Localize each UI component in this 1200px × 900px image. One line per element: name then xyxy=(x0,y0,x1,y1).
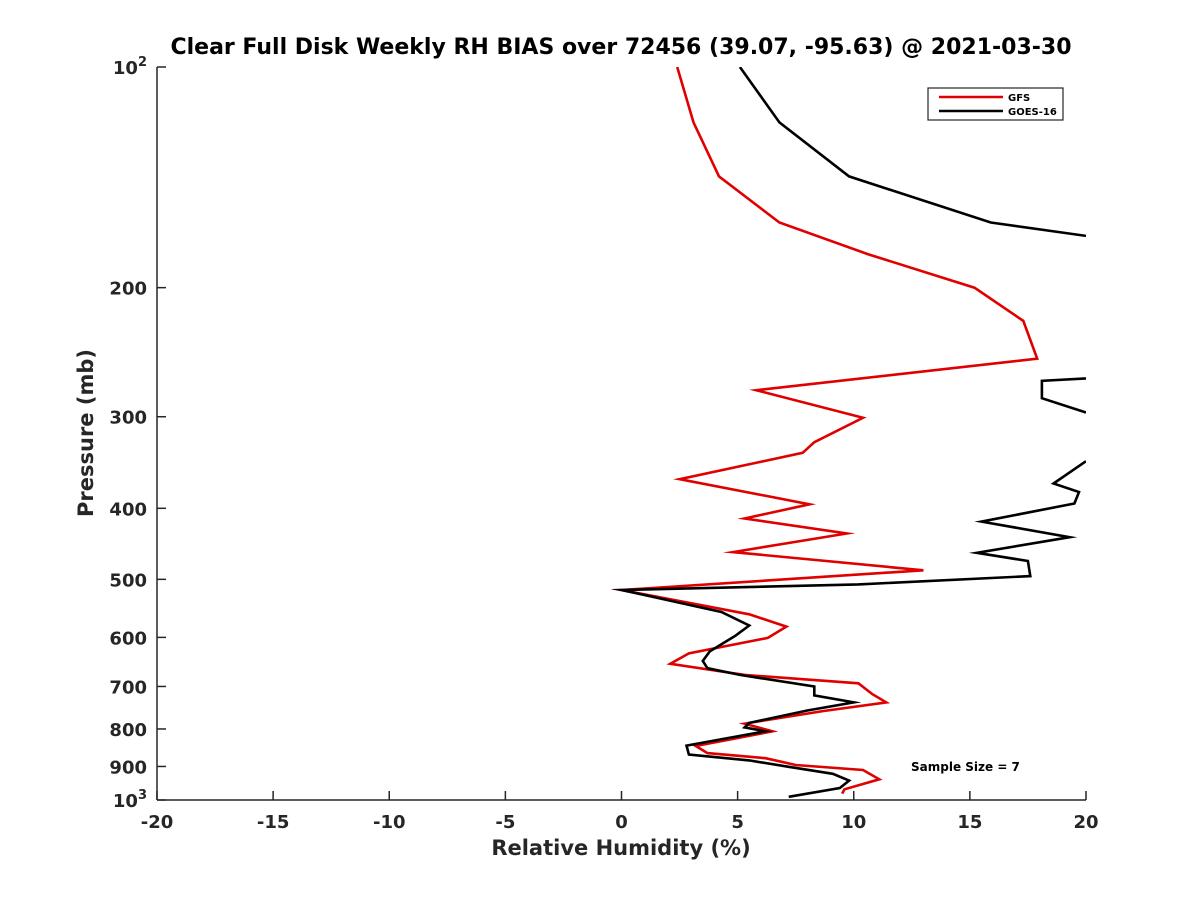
x-tick-label: -10 xyxy=(373,812,406,833)
y-tick-label: 300 xyxy=(109,408,147,429)
y-tick-label: 900 xyxy=(109,757,147,778)
sample-size-annotation: Sample Size = 7 xyxy=(911,760,1020,774)
y-tick-label: 700 xyxy=(109,677,147,698)
x-tick-label: -5 xyxy=(495,812,515,833)
x-tick-label: 5 xyxy=(731,812,744,833)
legend-label-goes16: GOES-16 xyxy=(1008,107,1057,118)
y-tick-label: 102 xyxy=(113,55,147,79)
x-tick-label: 0 xyxy=(615,812,628,833)
x-tick-label: 15 xyxy=(957,812,982,833)
y-tick-label: 103 xyxy=(113,788,147,812)
series-layer xyxy=(610,67,1086,799)
legend-box xyxy=(927,87,1064,121)
series-line-gfs xyxy=(611,67,1039,795)
x-tick-label: 20 xyxy=(1073,812,1098,833)
chart-title: Clear Full Disk Weekly RH BIAS over 7245… xyxy=(170,35,1071,60)
y-tick-label: 400 xyxy=(109,499,147,520)
series-line-goes-16-segment-3 xyxy=(610,460,1086,799)
legend-label-gfs: GFS xyxy=(1008,93,1030,104)
x-tick-label: 10 xyxy=(841,812,866,833)
legend: GFS GOES-16 xyxy=(927,87,1064,121)
y-axis-label: Pressure (mb) xyxy=(74,349,98,517)
y-axis-ticks: 102 200 300 400 500 600 700 800 900 103 xyxy=(109,55,166,812)
series-line-goes-16-segment-2 xyxy=(1040,377,1086,414)
y-tick-label: 500 xyxy=(109,570,147,591)
x-tick-label: -20 xyxy=(141,812,174,833)
y-tick-label: 800 xyxy=(109,720,147,741)
y-tick-label: 200 xyxy=(109,279,147,300)
x-tick-label: -15 xyxy=(257,812,290,833)
x-axis-ticks: -20 -15 -10 -5 0 5 10 15 20 xyxy=(141,791,1099,833)
x-axis-label: Relative Humidity (%) xyxy=(491,836,750,860)
y-tick-label: 600 xyxy=(109,628,147,649)
plot-area xyxy=(157,67,1086,800)
series-line-goes-16-segment-1 xyxy=(738,67,1086,238)
